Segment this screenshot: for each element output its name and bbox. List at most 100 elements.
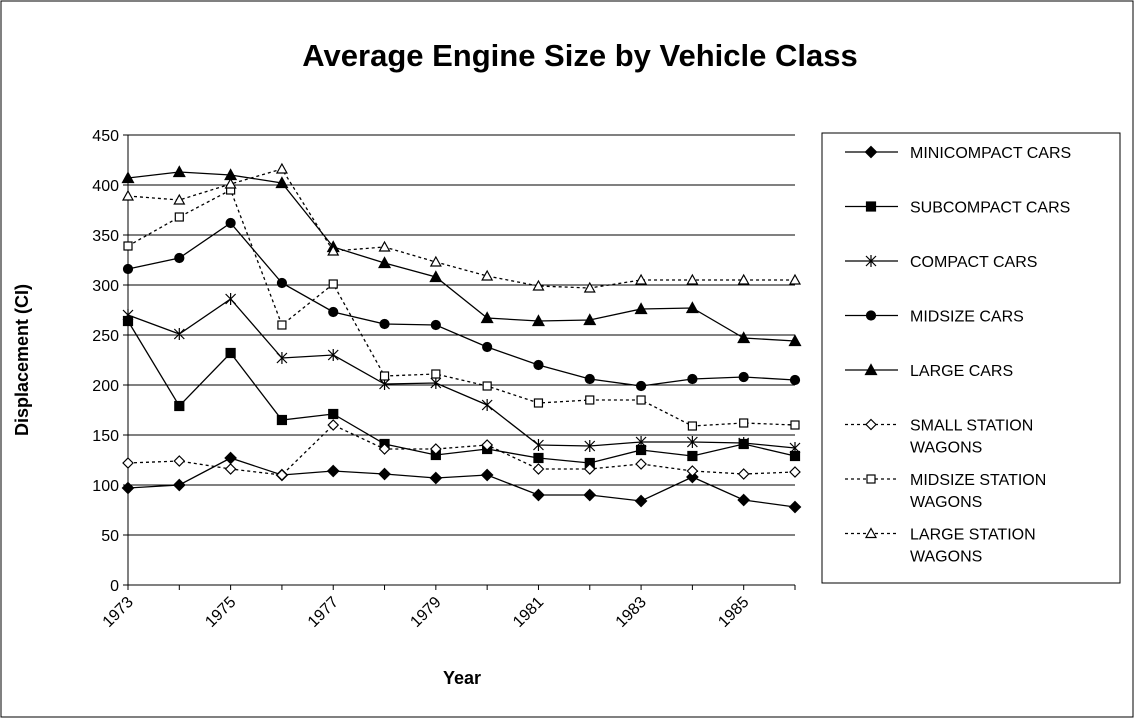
marker: [634, 494, 648, 508]
marker: [275, 162, 288, 174]
marker: [431, 369, 441, 379]
marker: [737, 493, 751, 507]
legend-label: MIDSIZE CARS: [910, 309, 1024, 326]
marker: [635, 273, 648, 285]
marker: [738, 371, 749, 383]
marker: [480, 468, 494, 482]
marker: [687, 373, 698, 385]
series-line: [127, 457, 796, 508]
marker: [583, 463, 596, 475]
marker: [789, 442, 801, 454]
marker: [686, 470, 699, 484]
marker: [174, 212, 184, 222]
y-tick-label: 250: [92, 328, 119, 345]
marker: [430, 319, 441, 331]
marker: [327, 349, 339, 361]
marker: [122, 309, 134, 321]
marker: [173, 455, 186, 467]
legend-label: MINICOMPACT CARS: [910, 145, 1071, 162]
marker: [327, 244, 340, 256]
y-tick-label: 100: [92, 478, 119, 495]
marker: [583, 281, 596, 293]
marker: [121, 481, 135, 495]
legend-label: MIDSIZE STATION WAGONS: [910, 472, 1046, 511]
marker: [865, 201, 877, 212]
marker: [584, 373, 595, 385]
y-tick-label: 350: [92, 228, 119, 245]
marker: [635, 458, 647, 470]
x-axis-label: Year: [443, 668, 481, 688]
marker: [123, 241, 133, 251]
marker: [122, 457, 134, 469]
series-line: [127, 222, 796, 387]
marker: [583, 313, 597, 326]
series-line: [127, 320, 796, 464]
marker: [174, 400, 185, 412]
y-axis-label: Displacement (CI): [12, 284, 32, 436]
marker: [685, 301, 699, 314]
marker: [481, 399, 493, 411]
marker: [430, 377, 442, 389]
series-line: [127, 168, 795, 289]
marker: [635, 380, 647, 392]
marker: [482, 341, 493, 353]
marker: [378, 240, 391, 252]
series-line: [127, 424, 796, 476]
series-line: [127, 171, 796, 342]
marker: [789, 374, 801, 386]
marker: [634, 302, 648, 315]
marker: [378, 443, 391, 455]
marker: [429, 255, 442, 267]
marker: [737, 273, 750, 285]
marker: [480, 311, 494, 324]
marker: [687, 421, 697, 431]
marker: [378, 467, 391, 481]
marker: [584, 440, 596, 452]
marker: [277, 320, 287, 330]
marker: [864, 527, 878, 539]
chart-title: Average Engine Size by Vehicle Class: [302, 38, 857, 73]
marker: [328, 408, 339, 420]
marker: [636, 395, 646, 405]
marker: [276, 469, 288, 481]
marker: [686, 436, 698, 448]
y-tick-label: 400: [92, 178, 119, 195]
marker: [122, 263, 134, 275]
marker: [276, 352, 288, 364]
marker: [225, 293, 237, 305]
marker: [275, 176, 289, 189]
marker: [224, 177, 237, 189]
marker: [172, 165, 186, 178]
legend-label: LARGE STATION WAGONS: [910, 527, 1036, 566]
marker: [788, 273, 802, 285]
series-line: [127, 189, 796, 427]
y-tick-label: 150: [92, 428, 119, 445]
y-tick-label: 300: [92, 278, 119, 295]
marker: [533, 452, 544, 464]
legend-label: SMALL STATION WAGONS: [910, 418, 1033, 457]
marker: [379, 318, 390, 330]
marker: [788, 334, 802, 347]
marker: [864, 363, 878, 376]
marker: [429, 270, 443, 283]
marker: [737, 468, 750, 480]
marker: [533, 439, 544, 451]
marker: [276, 277, 288, 289]
marker: [864, 145, 878, 159]
marker: [225, 217, 236, 229]
marker: [173, 328, 185, 340]
marker: [326, 464, 340, 478]
marker: [865, 310, 877, 321]
marker: [585, 395, 595, 405]
marker: [789, 466, 801, 478]
y-tick-label: 450: [92, 128, 119, 145]
marker: [379, 371, 390, 381]
marker: [532, 463, 545, 475]
y-tick-label: 200: [92, 378, 119, 395]
legend-label: LARGE CARS: [910, 363, 1013, 380]
marker: [121, 171, 135, 184]
y-tick-label: 0: [110, 578, 119, 595]
marker: [429, 443, 442, 455]
marker: [739, 418, 749, 428]
